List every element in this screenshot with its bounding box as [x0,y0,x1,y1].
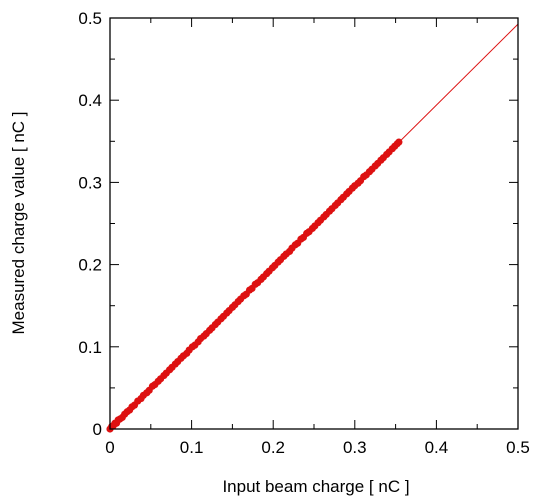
x-tick-label: 0.1 [180,438,204,457]
x-tick-label: 0.5 [506,438,530,457]
y-tick-label: 0.2 [78,256,102,275]
x-tick-label: 0.3 [343,438,367,457]
y-tick-labels: 0 0.1 0.2 0.3 0.4 0.5 [78,9,102,439]
x-tick-label: 0.2 [261,438,285,457]
x-tick-labels: 0 0.1 0.2 0.3 0.4 0.5 [105,438,530,457]
y-tick-label: 0.4 [78,91,102,110]
x-axis-label: Input beam charge [ nC ] [222,477,409,496]
y-tick-label: 0 [93,420,102,439]
axis-ticks [109,17,519,430]
x-tick-label: 0 [105,438,114,457]
data-points [106,138,403,433]
y-axis-label: Measured charge value [ nC ] [9,111,28,334]
y-tick-label: 0.1 [78,338,102,357]
data-point [395,138,403,146]
y-tick-label: 0.5 [78,9,102,28]
y-tick-label: 0.3 [78,173,102,192]
x-tick-label: 0.4 [425,438,449,457]
